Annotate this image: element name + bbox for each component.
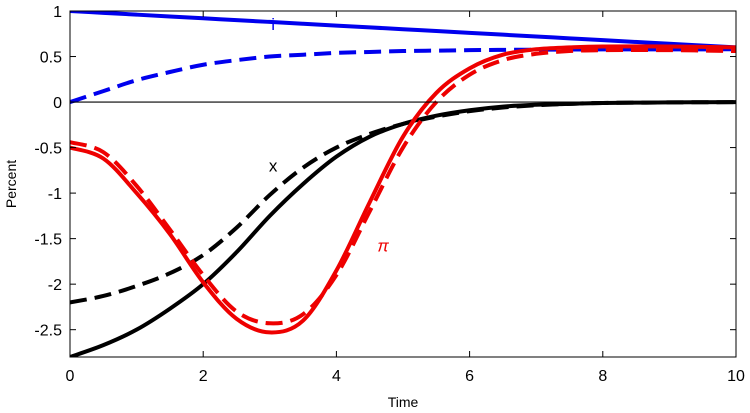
x-tick-label: 6: [465, 368, 474, 385]
series-annotation: x: [269, 156, 278, 175]
y-axis-title: Percent: [3, 160, 19, 208]
y-axis: 1 0.5 0 -0.5 -1 -1.5 -2 -2.5: [34, 4, 736, 340]
x-axis: 0 2 4 6 8 10: [66, 11, 745, 385]
plot-frame: [69, 10, 737, 358]
x-tick-label: 0: [66, 368, 75, 385]
series-line-pi-solid: [70, 44, 736, 335]
series-layer: [70, 11, 736, 357]
y-tick-label: -2: [48, 277, 62, 294]
y-tick-label: 1: [53, 4, 62, 21]
series-line-i-solid: [70, 11, 736, 50]
series-annotation: π: [377, 236, 389, 255]
y-tick-label: -2.5: [34, 323, 62, 340]
series-annotation: i: [271, 15, 275, 34]
y-tick-label: -0.5: [34, 141, 62, 158]
annotations: i x π: [269, 15, 389, 255]
y-tick-label: -1.5: [34, 232, 62, 249]
x-tick-label: 8: [598, 368, 607, 385]
y-tick-label: -1: [48, 186, 62, 203]
series-line-pi-dashed: [70, 48, 736, 326]
x-tick-label: 4: [332, 368, 341, 385]
y-tick-label: 0.5: [40, 50, 62, 67]
series-line-x-dashed: [70, 100, 736, 305]
x-tick-label: 10: [727, 368, 745, 385]
x-tick-label: 2: [199, 368, 208, 385]
y-tick-label: 0: [53, 95, 62, 112]
series-line-i-dashed: [70, 47, 736, 104]
x-axis-title: Time: [388, 394, 419, 410]
